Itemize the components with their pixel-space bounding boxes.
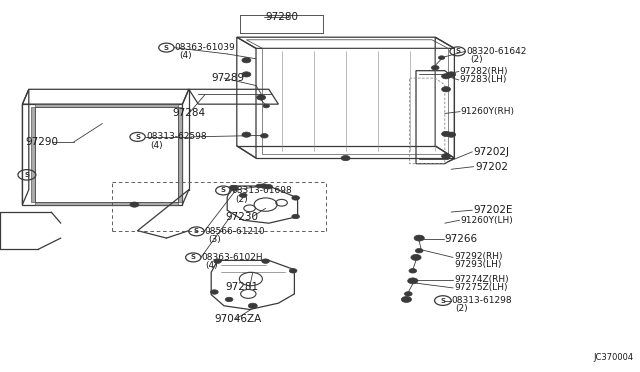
Polygon shape [31,107,35,202]
Circle shape [438,56,445,60]
Text: (2): (2) [455,304,468,313]
Text: 08313-62598: 08313-62598 [146,132,207,141]
Text: S: S [194,228,199,234]
Circle shape [229,185,238,190]
Text: S: S [135,134,140,140]
Text: (2): (2) [470,55,483,64]
Circle shape [292,214,300,219]
Circle shape [442,87,451,92]
Circle shape [130,202,139,207]
Text: (4): (4) [179,51,192,60]
Text: 08566-61210: 08566-61210 [205,227,266,236]
Text: 08320-61642: 08320-61642 [466,47,526,56]
Circle shape [260,184,268,188]
Circle shape [431,65,439,70]
Circle shape [256,184,262,188]
Text: 97281: 97281 [225,282,259,292]
Text: 97202J: 97202J [474,147,509,157]
Circle shape [257,95,266,100]
Circle shape [242,132,251,137]
Polygon shape [178,107,182,202]
Circle shape [292,196,300,200]
Circle shape [409,269,417,273]
Circle shape [447,132,456,137]
Text: 97046ZA: 97046ZA [214,314,262,324]
Circle shape [211,290,218,294]
Text: S: S [24,172,29,178]
Text: 97282(RH): 97282(RH) [460,67,508,76]
Circle shape [242,58,251,63]
Text: 97274Z(RH): 97274Z(RH) [454,275,509,284]
Circle shape [289,269,297,273]
Text: 97283(LH): 97283(LH) [460,76,507,84]
Text: S: S [455,48,460,54]
Polygon shape [35,202,178,205]
Circle shape [214,259,221,263]
Text: 97202: 97202 [475,162,508,171]
Circle shape [225,297,233,302]
Circle shape [447,72,456,77]
Text: S: S [164,45,169,51]
Circle shape [248,303,257,308]
Text: 97284: 97284 [173,109,206,118]
Circle shape [260,134,268,138]
Text: (3): (3) [209,235,221,244]
Text: 08363-61039: 08363-61039 [175,43,236,52]
Circle shape [265,185,273,189]
Circle shape [408,278,418,284]
Circle shape [415,248,423,253]
Text: S: S [221,187,226,193]
Circle shape [263,104,269,108]
Text: S: S [440,298,445,304]
Text: 08363-6102H: 08363-6102H [202,253,263,262]
Text: 91260Y(RH): 91260Y(RH) [461,107,515,116]
Circle shape [262,259,269,263]
Text: 97202E: 97202E [474,205,513,215]
Circle shape [239,193,247,198]
Text: 97290: 97290 [26,137,59,147]
Circle shape [341,155,350,161]
Circle shape [442,154,451,159]
Circle shape [442,131,451,137]
Text: (2): (2) [236,195,248,203]
Text: (4): (4) [205,261,218,270]
Text: 91260Y(LH): 91260Y(LH) [461,216,513,225]
Text: 08313-61698: 08313-61698 [232,186,292,195]
Polygon shape [35,104,178,107]
Text: 97289: 97289 [211,73,244,83]
Text: 97230: 97230 [225,212,259,221]
Circle shape [442,74,451,79]
Text: 97293(LH): 97293(LH) [454,260,502,269]
Circle shape [242,72,251,77]
Text: 97280: 97280 [266,12,299,22]
Circle shape [401,296,412,302]
Text: 97292(RH): 97292(RH) [454,252,503,261]
Circle shape [404,292,412,296]
Text: JC370004: JC370004 [593,353,634,362]
Circle shape [414,235,424,241]
Text: 97266: 97266 [445,234,478,244]
Text: (4): (4) [150,141,163,150]
Text: S: S [191,254,196,260]
Text: 08313-61298: 08313-61298 [451,296,512,305]
Text: 97275Z(LH): 97275Z(LH) [454,283,508,292]
Circle shape [411,254,421,260]
